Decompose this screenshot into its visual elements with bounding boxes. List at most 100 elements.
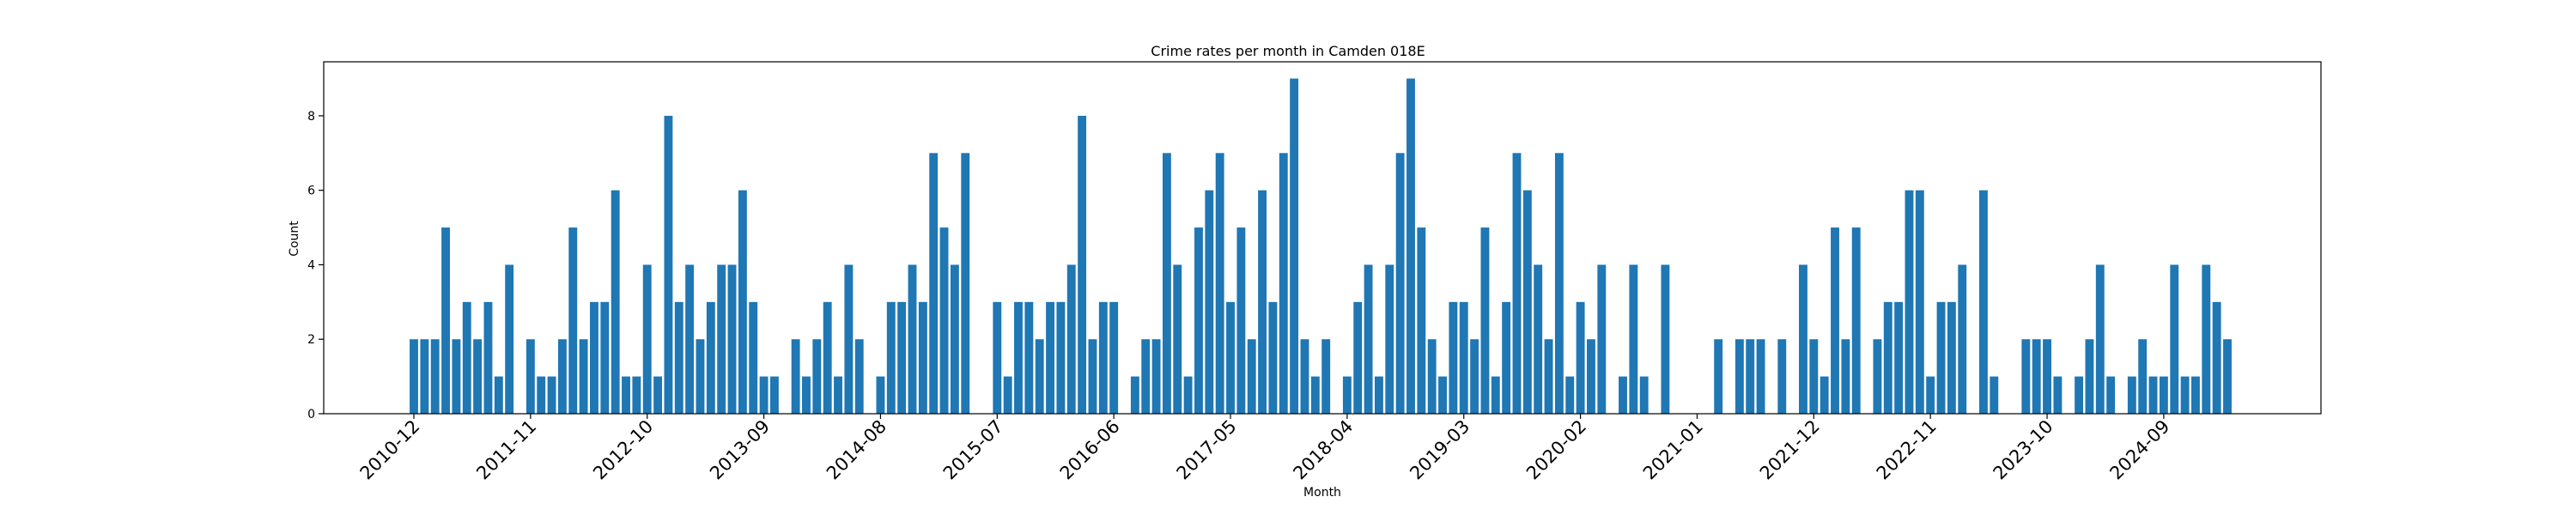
bar [1310,376,1320,414]
bar [1714,339,1723,414]
bar [1809,339,1819,414]
bar [2095,264,2105,414]
bar [1151,339,1161,414]
bar [1205,190,1214,414]
bar [1576,301,1585,414]
bar [1480,227,1490,414]
bar [1746,339,1755,414]
bar [2170,264,2179,414]
bar [738,190,747,414]
bar [2075,376,2084,414]
bar [430,339,440,414]
x-axis-title: Month [1303,486,1341,500]
chart-title: Crime rates per month in Camden 018E [1151,43,1425,59]
x-tick-label: 2024-09 [2105,416,2173,484]
bar [1109,301,1119,414]
bar [622,376,630,414]
bar [2085,339,2094,414]
bar [2223,339,2232,414]
bar [1141,339,1151,414]
bar [1926,376,1935,414]
bar [2032,339,2041,414]
bar [1894,301,1904,414]
bar [2127,376,2136,414]
bar [642,264,652,414]
bar [1873,339,1882,414]
x-tick-label: 2020-02 [1522,416,1590,484]
bar [1544,339,1553,414]
bar [993,301,1002,414]
bar [1820,376,1829,414]
bar [590,301,598,414]
bar [462,301,471,414]
bar [749,301,758,414]
bar [547,376,556,414]
bar [526,339,535,414]
bar [1342,376,1352,414]
bar [494,376,503,414]
bar [950,264,959,414]
x-axis: 2010-12 2011-11 2012-10 2013-09 2014-08 2015-… [356,414,2173,484]
bar [1066,264,1076,414]
bar [653,376,663,414]
y-tick-label: 2 [307,333,315,347]
bar [632,376,641,414]
bar [717,264,726,414]
bar [1226,301,1235,414]
bar [1915,190,1924,414]
bar [1056,301,1066,414]
bar [1491,376,1500,414]
bar [1290,78,1299,415]
bar [1841,339,1850,414]
bar [2191,376,2200,414]
bar [1502,301,1511,414]
bar [1587,339,1595,414]
bar [1831,227,1839,414]
bar [1777,339,1787,414]
bar [1183,376,1193,414]
bar [1851,227,1861,414]
bar [1534,264,1543,414]
x-tick-label: 2015-07 [939,416,1007,484]
bar [1958,264,1967,414]
bar [1003,376,1012,414]
bar [1459,301,1468,414]
bar [1554,153,1564,415]
bar [1364,264,1373,414]
bar [441,227,450,414]
bar [611,190,620,414]
bars-group [410,78,2232,415]
x-tick-label: 2016-06 [1056,416,1124,484]
bar [473,339,483,414]
bar [1194,227,1203,414]
bar [1162,153,1171,415]
bar [420,339,429,414]
bar [1947,301,1956,414]
bar [2212,301,2221,414]
bar [568,227,578,414]
y-tick-label: 8 [307,110,315,124]
bar [410,339,418,414]
bar [2053,376,2063,414]
bar [1978,190,1988,414]
bar [1438,376,1447,414]
bar [1417,227,1426,414]
bar [1639,376,1649,414]
bar [1883,301,1893,414]
bar [1374,376,1383,414]
bar [1990,376,1999,414]
bar [1661,264,1670,414]
bar [557,339,567,414]
bar [1236,227,1246,414]
bar [1300,339,1309,414]
y-axis: 0 2 4 6 8 [307,110,324,421]
bar [685,264,695,414]
bar [791,339,800,414]
bar [600,301,610,414]
bar [908,264,917,414]
bar [918,301,927,414]
bar [823,301,832,414]
bar [854,339,864,414]
bar [1279,153,1288,415]
bar [1247,339,1256,414]
